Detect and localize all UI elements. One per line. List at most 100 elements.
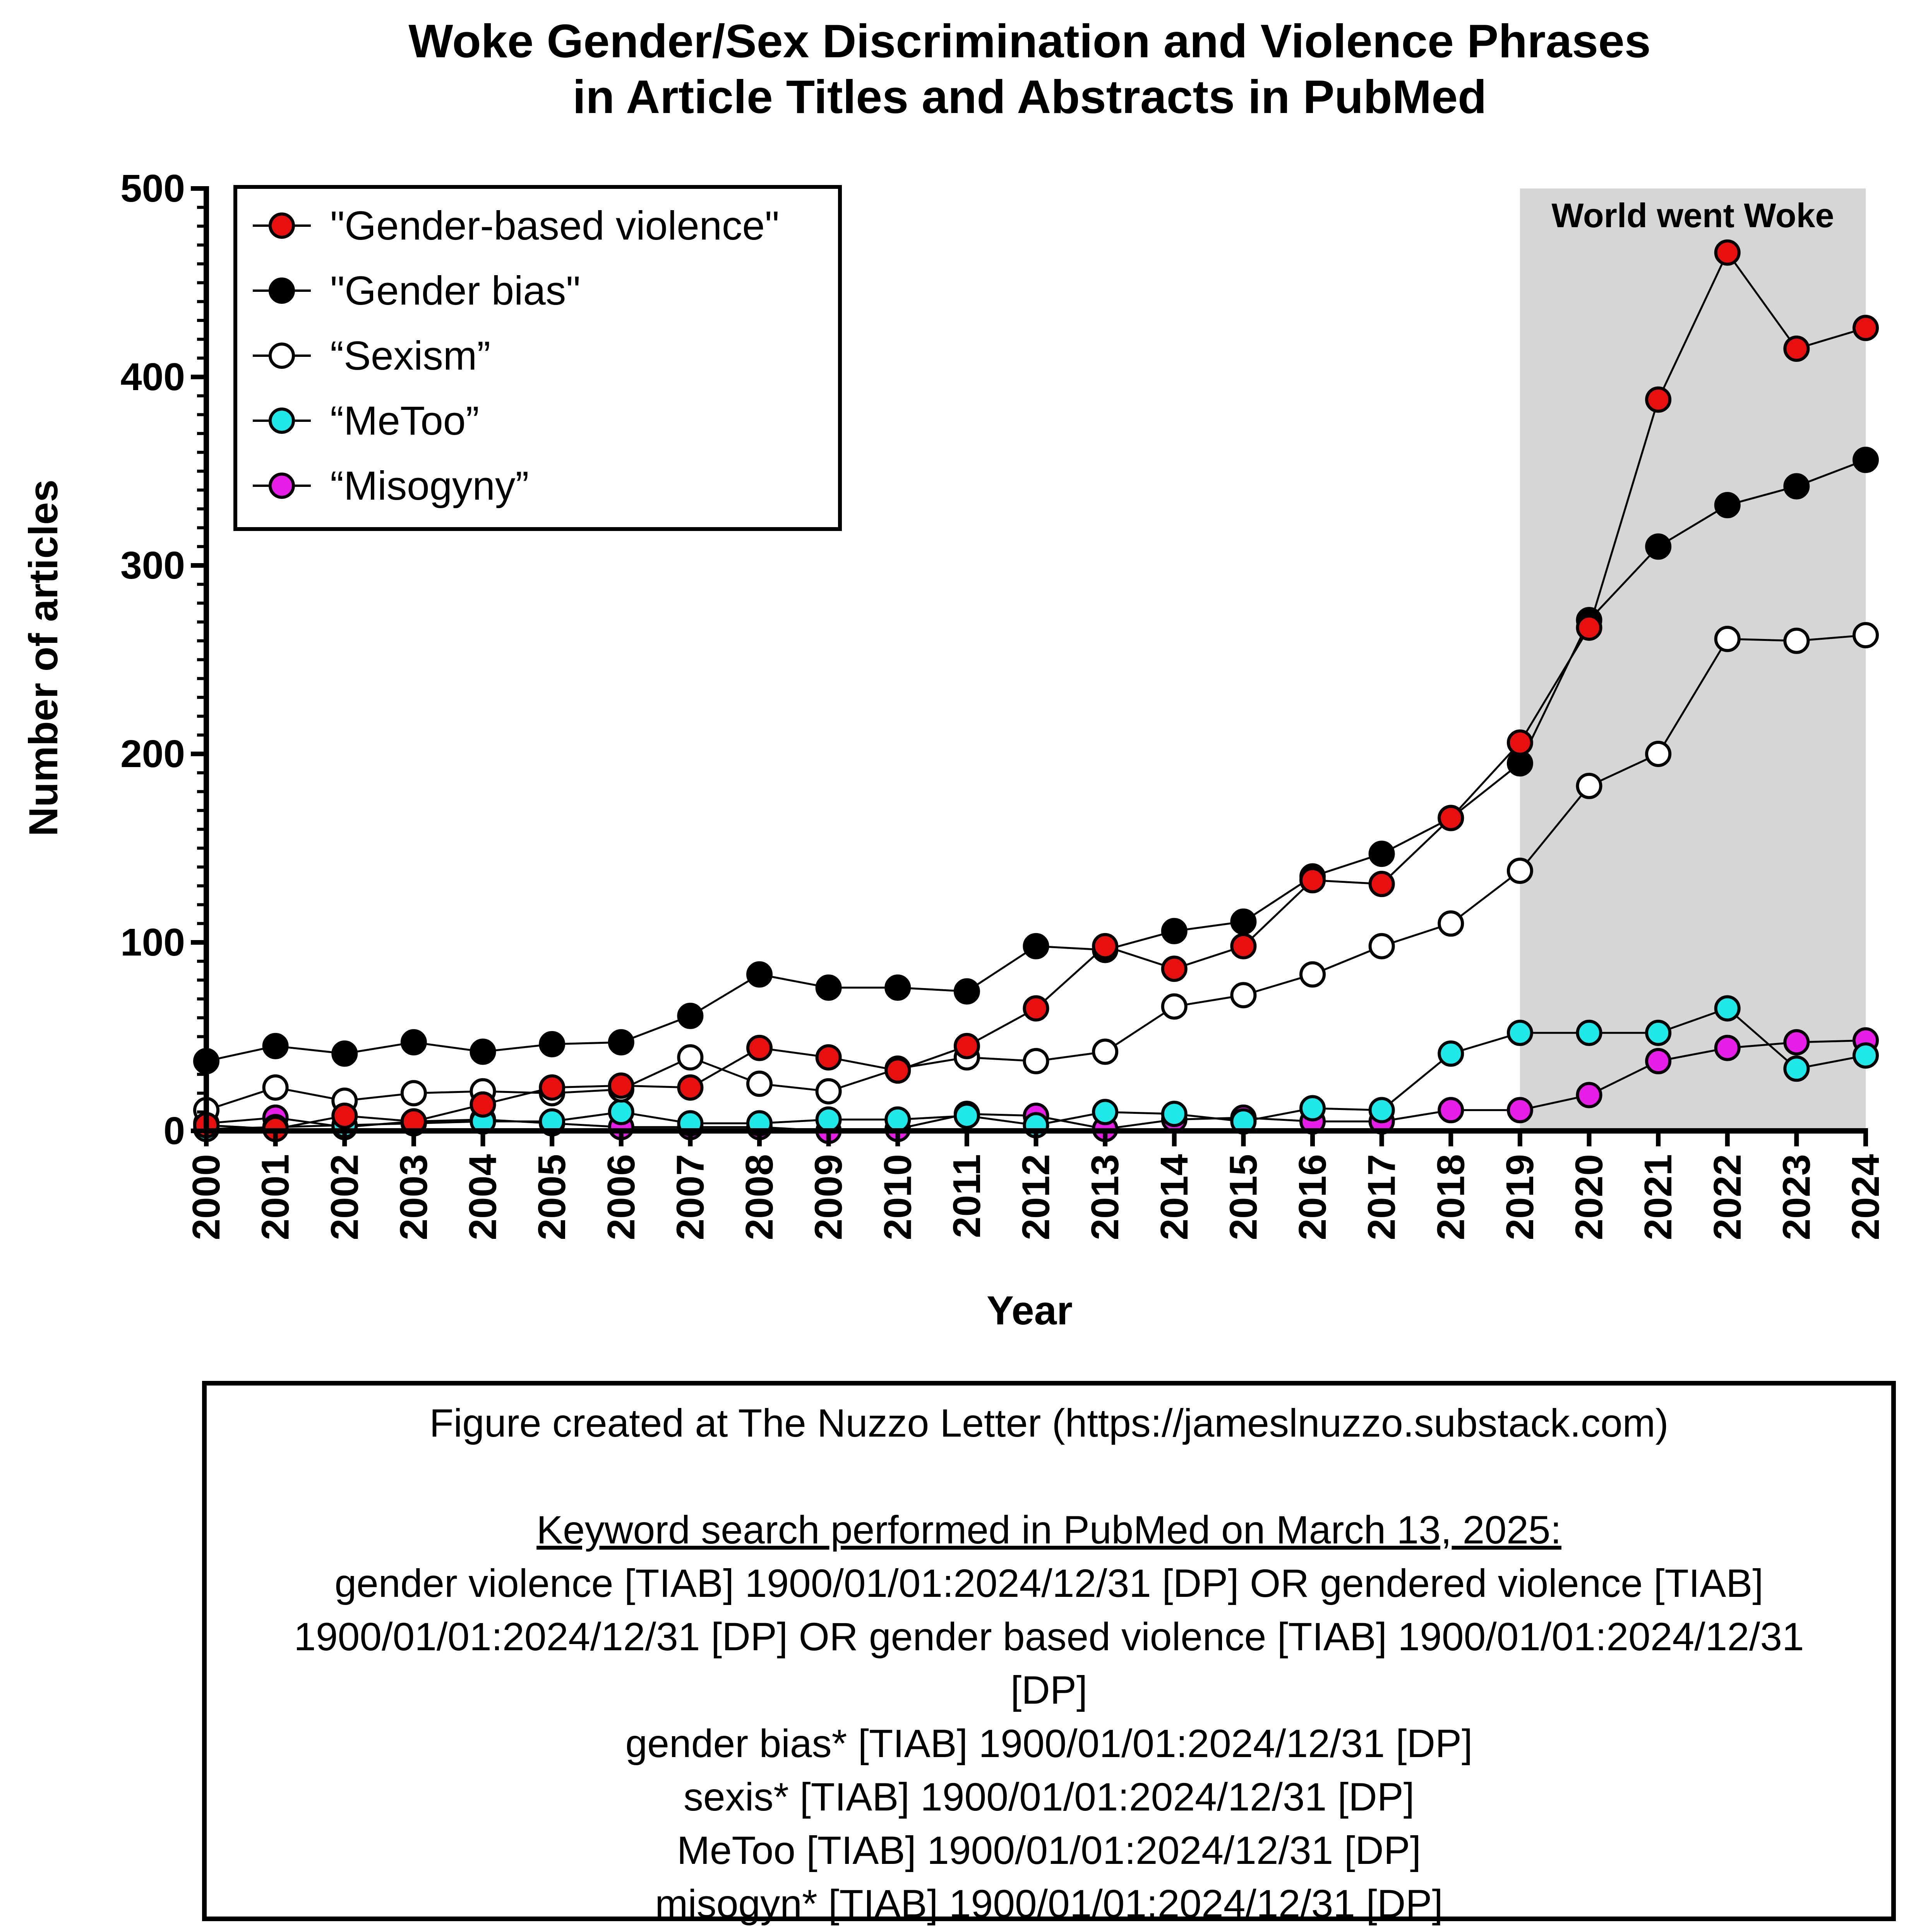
y-tick-label: 300: [120, 544, 185, 587]
data-point: [331, 1103, 358, 1129]
data-point: [1783, 335, 1810, 362]
data-point: [1368, 841, 1395, 867]
x-tick-label: 2014: [1153, 1154, 1196, 1240]
data-point: [608, 1099, 634, 1125]
data-point: [1853, 447, 1879, 473]
data-point: [677, 1002, 704, 1029]
data-point: [815, 1106, 842, 1133]
x-axis-title: Year: [987, 1288, 1073, 1333]
data-point: [1853, 622, 1879, 649]
x-tick-label: 2022: [1706, 1154, 1749, 1240]
footnote-credit: Figure created at The Nuzzo Letter (http…: [429, 1401, 1669, 1445]
x-tick-label: 2009: [807, 1154, 850, 1240]
x-tick-label: 2017: [1360, 1154, 1404, 1240]
x-tick-label: 2010: [876, 1154, 919, 1240]
data-point: [400, 1080, 427, 1106]
data-point: [608, 1072, 634, 1099]
data-point: [1023, 933, 1049, 959]
data-point: [1299, 867, 1326, 894]
x-tick-label: 2002: [323, 1154, 366, 1240]
footnote-query-line: gender bias* [TIAB] 1900/01/01:2024/12/3…: [625, 1721, 1473, 1766]
data-point: [1161, 918, 1188, 944]
data-point: [884, 974, 911, 1001]
x-tick-label: 2023: [1775, 1154, 1818, 1240]
data-point: [1714, 239, 1741, 266]
data-point: [1230, 908, 1257, 935]
footnote-query-line: misogyn* [TIAB] 1900/01/01:2024/12/31 [D…: [655, 1882, 1443, 1926]
data-point: [953, 1103, 980, 1129]
data-point: [1576, 614, 1602, 641]
footnote-box: Figure created at The Nuzzo Letter (http…: [202, 1381, 1896, 1926]
data-point: [1783, 1029, 1810, 1056]
x-tick-label: 2005: [530, 1154, 574, 1240]
data-point: [1438, 805, 1464, 831]
legend-item: “Sexism”: [253, 333, 490, 379]
data-point: [1645, 741, 1672, 767]
x-tick-label: 2011: [945, 1154, 989, 1238]
y-axis-title: Number of articles: [21, 480, 66, 836]
series-sexism: [193, 622, 1879, 1124]
x-tick-label: 2001: [254, 1154, 297, 1240]
data-point: [815, 1078, 842, 1105]
y-tick-label: 100: [120, 921, 185, 964]
data-point: [1368, 933, 1395, 959]
data-point: [1576, 1082, 1602, 1108]
legend-label: “Misogyny”: [330, 463, 529, 509]
legend-marker: [269, 473, 295, 499]
data-point: [262, 1033, 289, 1059]
data-point: [815, 1044, 842, 1071]
legend-marker: [269, 408, 295, 434]
data-point: [400, 1029, 427, 1056]
data-point: [1438, 1097, 1464, 1124]
y-tick-label: 500: [120, 167, 185, 210]
data-point: [1506, 857, 1533, 884]
data-point: [470, 1091, 496, 1118]
data-point: [1645, 386, 1672, 413]
data-point: [1230, 982, 1257, 1009]
data-point: [884, 1106, 911, 1133]
legend-marker: [269, 277, 295, 304]
y-tick-label: 200: [120, 732, 185, 776]
data-point: [1506, 729, 1533, 756]
x-tick-label: 2008: [738, 1154, 781, 1240]
x-tick-label: 2015: [1222, 1154, 1265, 1240]
data-point: [470, 1038, 496, 1065]
data-point: [539, 1074, 566, 1101]
x-tick-label: 2000: [185, 1154, 228, 1240]
legend-item: "Gender bias": [253, 268, 581, 313]
data-point: [746, 1035, 773, 1061]
legend-label: “Sexism”: [330, 333, 490, 379]
data-point: [884, 1057, 911, 1084]
data-point: [1506, 1019, 1533, 1046]
data-point: [1092, 933, 1119, 959]
data-point: [1853, 1042, 1879, 1069]
legend-label: “MeToo”: [330, 398, 479, 444]
x-tick-label: 2024: [1844, 1154, 1887, 1240]
footnote-search-heading: Keyword search performed in PubMed on Ma…: [536, 1508, 1561, 1552]
data-point: [331, 1040, 358, 1067]
data-point: [1023, 995, 1049, 1022]
shaded-region: [1520, 188, 1866, 1131]
data-point: [539, 1031, 566, 1057]
data-point: [1783, 627, 1810, 654]
y-tick-label: 400: [120, 355, 185, 399]
data-point: [1576, 1019, 1602, 1046]
data-point: [1714, 1035, 1741, 1061]
data-point: [1645, 1019, 1672, 1046]
chart-title-line-2: in Article Titles and Abstracts in PubMe…: [572, 70, 1486, 123]
x-tick-label: 2004: [461, 1154, 505, 1240]
data-point: [1368, 871, 1395, 897]
data-point: [1299, 961, 1326, 988]
y-tick-label: 0: [163, 1109, 185, 1153]
footnote-query-line: MeToo [TIAB] 1900/01/01:2024/12/31 [DP]: [677, 1828, 1421, 1872]
footnote-query-line: [DP]: [1010, 1668, 1088, 1712]
legend-item: "Gender-based violence": [253, 203, 779, 248]
data-point: [1783, 1055, 1810, 1082]
data-point: [953, 978, 980, 1005]
data-point: [262, 1074, 289, 1101]
data-point: [1368, 1097, 1395, 1124]
data-point: [1092, 1038, 1119, 1065]
data-point: [1714, 492, 1741, 519]
data-point: [608, 1029, 634, 1056]
